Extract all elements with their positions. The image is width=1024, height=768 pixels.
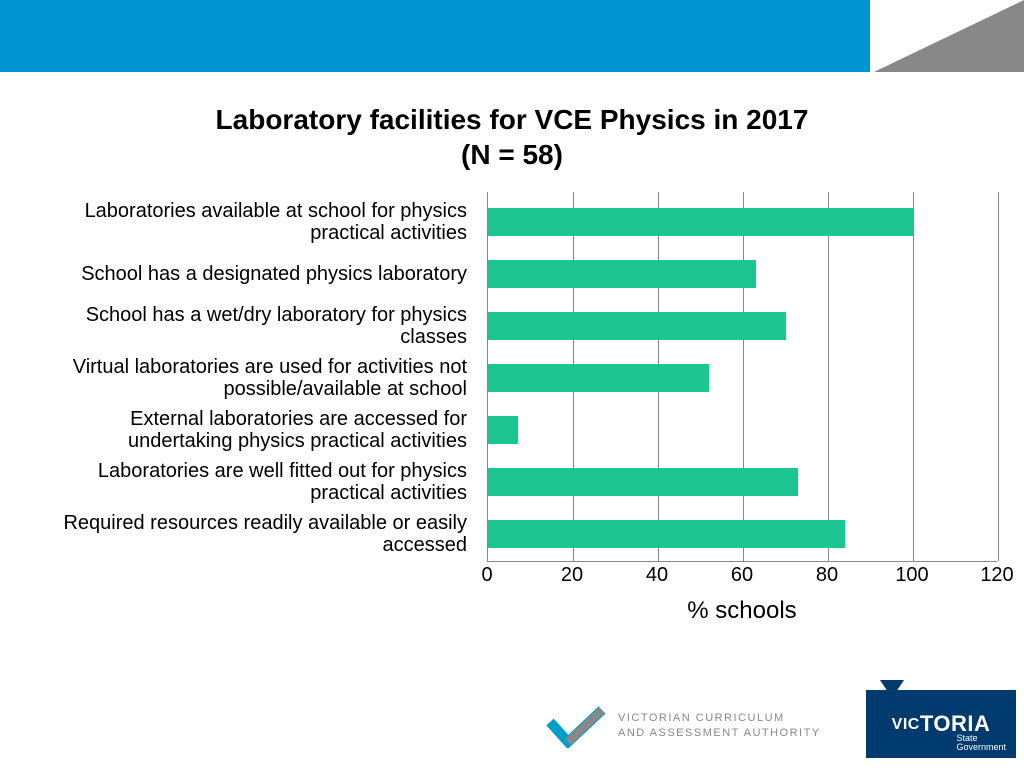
x-tick-label: 20 (561, 564, 583, 587)
bar (488, 468, 798, 496)
x-tick-label: 0 (481, 564, 492, 587)
footer: VICTORIAN CURRICULUM AND ASSESSMENT AUTH… (0, 684, 1024, 768)
victoria-subtext: State Government (956, 734, 1006, 752)
category-label: School has a wet/dry laboratory for phys… (22, 300, 467, 352)
victoria-triangle-icon (880, 680, 904, 698)
chart-x-label: % schools (487, 597, 997, 625)
x-tick-label: 120 (980, 564, 1013, 587)
bar (488, 520, 845, 548)
title-line-2: (N = 58) (461, 139, 563, 170)
category-label: External laboratories are accessed for u… (22, 404, 467, 456)
vcaa-line-2: AND ASSESSMENT AUTHORITY (618, 726, 821, 741)
bar (488, 416, 518, 444)
x-tick-label: 60 (731, 564, 753, 587)
bar (488, 208, 913, 236)
category-label: Laboratories are well fitted out for phy… (22, 456, 467, 508)
bar (488, 260, 756, 288)
category-label: Laboratories available at school for phy… (22, 196, 467, 248)
x-tick-label: 80 (816, 564, 838, 587)
gridline (913, 192, 914, 561)
gridline (743, 192, 744, 561)
category-label: Required resources readily available or … (22, 508, 467, 560)
x-tick-label: 40 (646, 564, 668, 587)
x-tick-label: 100 (895, 564, 928, 587)
category-label: School has a designated physics laborato… (22, 248, 467, 300)
vcaa-line-1: VICTORIAN CURRICULUM (618, 711, 821, 726)
header-bar (0, 0, 1024, 72)
chart-plot (487, 192, 997, 562)
bar (488, 364, 709, 392)
category-label: Virtual laboratories are used for activi… (22, 352, 467, 404)
chart: Laboratories available at school for phy… (22, 192, 1002, 632)
vcaa-text: VICTORIAN CURRICULUM AND ASSESSMENT AUTH… (618, 711, 821, 742)
header-blue (0, 0, 870, 72)
bar (488, 312, 786, 340)
gridline (828, 192, 829, 561)
chart-x-ticks: 020406080100120 (487, 564, 997, 594)
gridline (998, 192, 999, 561)
vcaa-check-icon (544, 704, 608, 748)
victoria-badge: VICTORIA State Government (866, 690, 1016, 758)
title-line-1: Laboratory facilities for VCE Physics in… (216, 104, 809, 135)
vcaa-logo-block: VICTORIAN CURRICULUM AND ASSESSMENT AUTH… (544, 698, 854, 754)
header-grey-wedge (874, 0, 1024, 72)
slide-title: Laboratory facilities for VCE Physics in… (0, 102, 1024, 172)
